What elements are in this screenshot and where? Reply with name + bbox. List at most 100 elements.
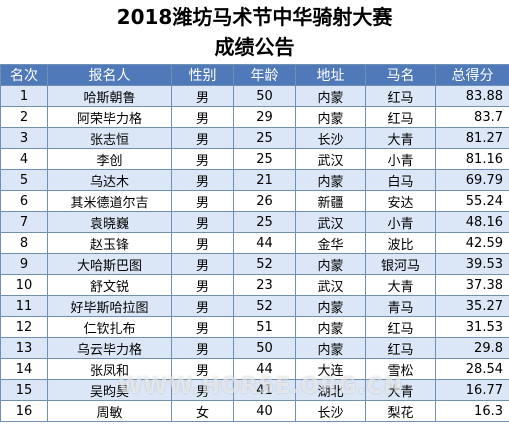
table-row: 16 周敏女 40 长沙 梨花 16.3 <box>0 400 509 422</box>
gender-cell: 男 <box>171 127 234 149</box>
age-cell: 26 <box>233 190 296 212</box>
name-cell: 其米德道尔吉 <box>47 190 172 212</box>
score-cell: 83.7 <box>435 106 509 128</box>
age-cell: 25 <box>233 127 296 149</box>
gender-cell: 女 <box>171 400 234 422</box>
horse-cell: 红马 <box>365 85 436 107</box>
rank-cell: 12 <box>0 316 48 338</box>
table-row: 13 乌云毕力格男 50 内蒙 红马 29.8 <box>0 337 509 359</box>
horse-cell: 红马 <box>365 337 436 359</box>
name-cell: 仁钦扎布 <box>47 316 172 338</box>
table-row: 8 赵玉锋男 44 金华 波比 42.59 <box>0 232 509 254</box>
name-cell: 袁晓巍 <box>47 211 172 233</box>
score-cell: 42.59 <box>435 232 509 254</box>
rank-cell: 9 <box>0 253 48 275</box>
horse-cell: 波比 <box>365 232 436 254</box>
horse-cell: 雪松 <box>365 358 436 380</box>
address-cell: 内蒙 <box>295 106 366 128</box>
name-cell: 李创 <box>47 148 172 170</box>
horse-cell: 小青 <box>365 148 436 170</box>
rank-cell: 2 <box>0 106 48 128</box>
address-cell: 内蒙 <box>295 253 366 275</box>
table-row: 3 张志恒男 25 长沙 大青 81.27 <box>0 127 509 149</box>
age-cell: 25 <box>233 211 296 233</box>
rank-cell: 14 <box>0 358 48 380</box>
name-cell: 张凤和 <box>47 358 172 380</box>
rank-cell: 5 <box>0 169 48 191</box>
table-row: 14 张凤和男 44 大连 雪松 28.54 <box>0 358 509 380</box>
gender-cell: 男 <box>171 190 234 212</box>
address-cell: 新疆 <box>295 190 366 212</box>
rank-cell: 4 <box>0 148 48 170</box>
score-cell: 55.24 <box>435 190 509 212</box>
score-cell: 37.38 <box>435 274 509 296</box>
header-gender: 性别 <box>171 64 234 86</box>
rank-cell: 15 <box>0 379 48 401</box>
rank-cell: 6 <box>0 190 48 212</box>
horse-cell: 安达 <box>365 190 436 212</box>
header-score: 总得分 <box>435 64 509 86</box>
rank-cell: 10 <box>0 274 48 296</box>
name-cell: 乌达木 <box>47 169 172 191</box>
table-row: 15 吴昀昊男 41 湖北 大青 16.77 <box>0 379 509 401</box>
page-title: 2018潍坊马术节中华骑射大赛 <box>116 5 393 29</box>
age-cell: 29 <box>233 106 296 128</box>
rank-cell: 3 <box>0 127 48 149</box>
table-row: 10 舒文锐男 23 武汉 大青 37.38 <box>0 274 509 296</box>
age-cell: 52 <box>233 295 296 317</box>
age-cell: 50 <box>233 337 296 359</box>
age-cell: 50 <box>233 85 296 107</box>
age-cell: 23 <box>233 274 296 296</box>
address-cell: 武汉 <box>295 148 366 170</box>
horse-cell: 大青 <box>365 379 436 401</box>
score-cell: 83.88 <box>435 85 509 107</box>
gender-cell: 男 <box>171 274 234 296</box>
score-cell: 28.54 <box>435 358 509 380</box>
age-cell: 25 <box>233 148 296 170</box>
age-cell: 52 <box>233 253 296 275</box>
horse-cell: 青马 <box>365 295 436 317</box>
horse-cell: 大青 <box>365 127 436 149</box>
name-cell: 张志恒 <box>47 127 172 149</box>
gender-cell: 男 <box>171 232 234 254</box>
page-subtitle: 成绩公告 <box>214 35 295 59</box>
rank-cell: 11 <box>0 295 48 317</box>
gender-cell: 男 <box>171 316 234 338</box>
name-cell: 阿荣毕力格 <box>47 106 172 128</box>
name-cell: 大哈斯巴图 <box>47 253 172 275</box>
rank-cell: 13 <box>0 337 48 359</box>
address-cell: 长沙 <box>295 127 366 149</box>
age-cell: 21 <box>233 169 296 191</box>
name-cell: 哈斯朝鲁 <box>47 85 172 107</box>
gender-cell: 男 <box>171 169 234 191</box>
header-name: 报名人 <box>47 64 172 86</box>
address-cell: 长沙 <box>295 400 366 422</box>
name-cell: 好毕斯哈拉图 <box>47 295 172 317</box>
score-cell: 16.77 <box>435 379 509 401</box>
table-row: 9 大哈斯巴图男 52 内蒙 银河马 39.53 <box>0 253 509 275</box>
table-row: 2 阿荣毕力格男 29 内蒙 红马 83.7 <box>0 106 509 128</box>
header-rank: 名次 <box>0 64 48 86</box>
horse-cell: 红马 <box>365 316 436 338</box>
gender-cell: 男 <box>171 295 234 317</box>
age-cell: 40 <box>233 400 296 422</box>
table-row: 7 袁晓巍男 25 武汉 小青 48.16 <box>0 211 509 233</box>
name-cell: 赵玉锋 <box>47 232 172 254</box>
address-cell: 武汉 <box>295 211 366 233</box>
results-table: 名次 报名人 性别 年龄 地址 马名 总得分 1 哈斯朝鲁男 50 内蒙 红马 83.88… <box>0 64 509 422</box>
rank-cell: 8 <box>0 232 48 254</box>
header-row: 名次 报名人 性别 年龄 地址 马名 总得分 <box>0 64 509 86</box>
gender-cell: 男 <box>171 85 234 107</box>
table-row: 5 乌达木男 21 内蒙 白马 69.79 <box>0 169 509 191</box>
table-row: 1 哈斯朝鲁男 50 内蒙 红马 83.88 <box>0 85 509 107</box>
header-horse: 马名 <box>365 64 436 86</box>
score-cell: 81.16 <box>435 148 509 170</box>
gender-cell: 男 <box>171 379 234 401</box>
score-cell: 29.8 <box>435 337 509 359</box>
address-cell: 大连 <box>295 358 366 380</box>
address-cell: 内蒙 <box>295 169 366 191</box>
gender-cell: 男 <box>171 358 234 380</box>
horse-cell: 大青 <box>365 274 436 296</box>
horse-cell: 小青 <box>365 211 436 233</box>
age-cell: 51 <box>233 316 296 338</box>
